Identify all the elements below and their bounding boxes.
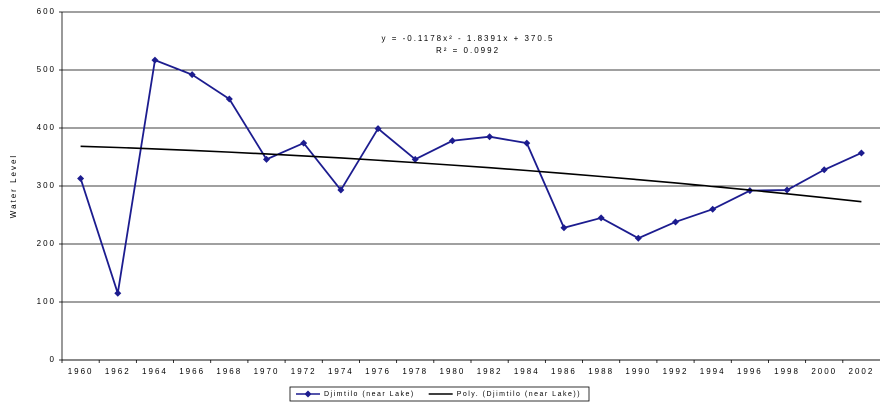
point-marker — [151, 56, 159, 64]
y-tick-label: 200 — [37, 239, 56, 248]
x-tick-label: 1968 — [216, 367, 242, 376]
x-tick-label: 1984 — [514, 367, 540, 376]
y-tick-label: 300 — [37, 181, 56, 190]
point-marker — [523, 139, 531, 147]
point-marker — [300, 139, 308, 147]
point-marker — [263, 155, 270, 163]
x-tick-label: 1964 — [142, 367, 168, 376]
y-tick-label: 500 — [37, 65, 56, 74]
x-tick-label: 1988 — [588, 367, 614, 376]
x-tick-label: 2000 — [811, 367, 837, 376]
legend-label: Djimtilo (near Lake) — [324, 391, 415, 398]
point-marker — [634, 234, 642, 242]
series-line — [79, 58, 862, 294]
x-tick-label: 1982 — [477, 367, 503, 376]
x-tick-label: 1974 — [328, 367, 354, 376]
point-marker — [820, 166, 828, 174]
x-tick-label: 1980 — [440, 367, 466, 376]
y-axis-label: Water Level — [9, 154, 18, 218]
x-tick-label: 1998 — [774, 367, 800, 376]
point-marker — [374, 125, 382, 133]
point-marker — [709, 205, 717, 213]
point-marker — [560, 224, 568, 232]
point-marker — [114, 289, 122, 297]
y-tick-label: 0 — [50, 355, 56, 364]
point-marker — [448, 137, 456, 145]
x-tick-label: 1996 — [737, 367, 763, 376]
x-tick-label: 1994 — [700, 367, 726, 376]
point-marker — [857, 149, 865, 157]
point-marker — [783, 186, 791, 194]
point-marker — [188, 71, 196, 79]
point-marker — [337, 186, 345, 194]
x-tick-label: 1962 — [105, 367, 131, 376]
legend-marker — [304, 390, 312, 398]
x-tick-label: 1966 — [179, 367, 205, 376]
x-tick-label: 2002 — [849, 367, 875, 376]
point-marker — [411, 155, 419, 163]
point-marker — [77, 174, 85, 182]
x-tick-label: 1970 — [254, 367, 280, 376]
y-tick-label: 600 — [37, 7, 56, 16]
y-tick-label: 100 — [37, 297, 56, 306]
legend-box — [289, 386, 590, 402]
point-marker — [486, 133, 494, 141]
x-tick-label: 1978 — [402, 367, 428, 376]
y-tick-label: 400 — [37, 123, 56, 132]
x-tick-label: 1960 — [68, 367, 94, 376]
x-tick-label: 1990 — [625, 367, 651, 376]
x-tick-label: 1976 — [365, 367, 391, 376]
trend-equation: y = -0.1178x² - 1.8391x + 370.5 — [381, 34, 554, 43]
legend-label: Poly. (Djimtilo (near Lake)) — [457, 391, 581, 398]
trend-r-squared: R² = 0.0992 — [436, 46, 500, 55]
series-line — [80, 145, 862, 203]
x-tick-label: 1986 — [551, 367, 577, 376]
point-marker — [225, 95, 233, 103]
x-tick-label: 1972 — [291, 367, 317, 376]
point-marker — [597, 214, 605, 222]
x-tick-label: 1992 — [663, 367, 689, 376]
point-marker — [672, 218, 679, 226]
